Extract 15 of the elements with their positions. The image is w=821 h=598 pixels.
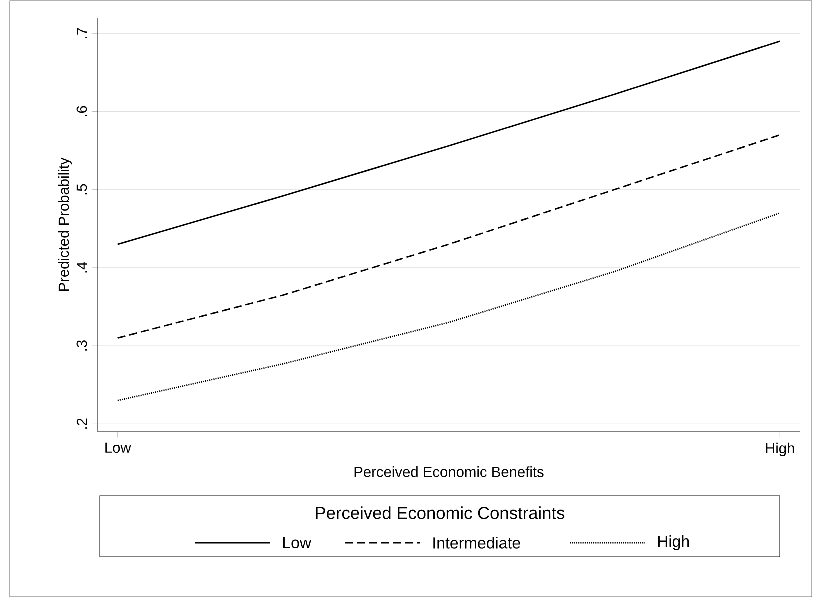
y-tick-label: .3 [76,340,88,351]
y-axis-title: Predicted Probability [58,158,72,292]
y-tick-label: .6 [76,106,88,117]
line-series [117,134,781,339]
legend-title: Perceived Economic Constraints [316,506,565,520]
y-tick-label: .2 [76,418,88,429]
y-tick-label: .4 [77,262,88,273]
y-tick-label: .7 [77,28,88,38]
line-series [117,40,781,246]
legend-label: Intermediate [434,537,520,549]
line-series [117,212,781,402]
x-axis-title: Perceived Economic Benefits [354,466,544,478]
y-tick-label: .5 [76,184,88,195]
legend-label: Low [283,537,312,549]
legend-label: High [658,536,690,550]
